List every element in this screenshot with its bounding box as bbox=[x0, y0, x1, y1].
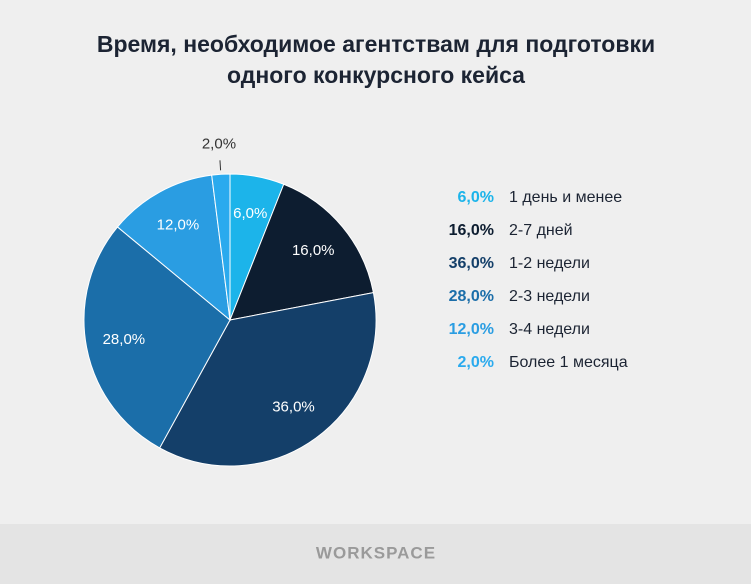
legend-value: 28,0% bbox=[449, 288, 494, 305]
legend-label: Более 1 месяца bbox=[509, 354, 628, 371]
leader-line bbox=[219, 160, 222, 171]
chart-title: одного конкурсного кейса bbox=[227, 62, 525, 88]
pie-slice bbox=[83, 226, 231, 449]
legend-label: 3-4 недели bbox=[509, 321, 590, 338]
footer-band bbox=[0, 524, 751, 584]
pie-slice bbox=[229, 183, 374, 321]
legend-label: 1 день и менее bbox=[509, 189, 622, 206]
slice-label: 2,0% bbox=[202, 135, 236, 152]
legend-label: 2-7 дней bbox=[509, 222, 573, 239]
pie-slice bbox=[211, 173, 231, 321]
slice-label: 28,0% bbox=[103, 331, 146, 348]
pie-slice bbox=[158, 292, 377, 467]
legend-value: 16,0% bbox=[449, 222, 494, 239]
slice-label: 36,0% bbox=[272, 398, 315, 415]
pie-slice bbox=[116, 174, 231, 322]
legend-value: 12,0% bbox=[449, 321, 494, 338]
slice-label: 6,0% bbox=[233, 205, 267, 222]
legend-value: 36,0% bbox=[449, 255, 494, 272]
legend-value: 2,0% bbox=[458, 354, 494, 371]
chart-title: Время, необходимое агентствам для подгот… bbox=[97, 31, 655, 57]
legend-label: 1-2 недели bbox=[509, 255, 590, 272]
slice-label: 12,0% bbox=[157, 216, 200, 233]
legend-value: 6,0% bbox=[458, 189, 494, 206]
footer-logo: WORKSPACE bbox=[316, 543, 436, 562]
slice-label: 16,0% bbox=[292, 242, 335, 259]
legend-label: 2-3 недели bbox=[509, 288, 590, 305]
